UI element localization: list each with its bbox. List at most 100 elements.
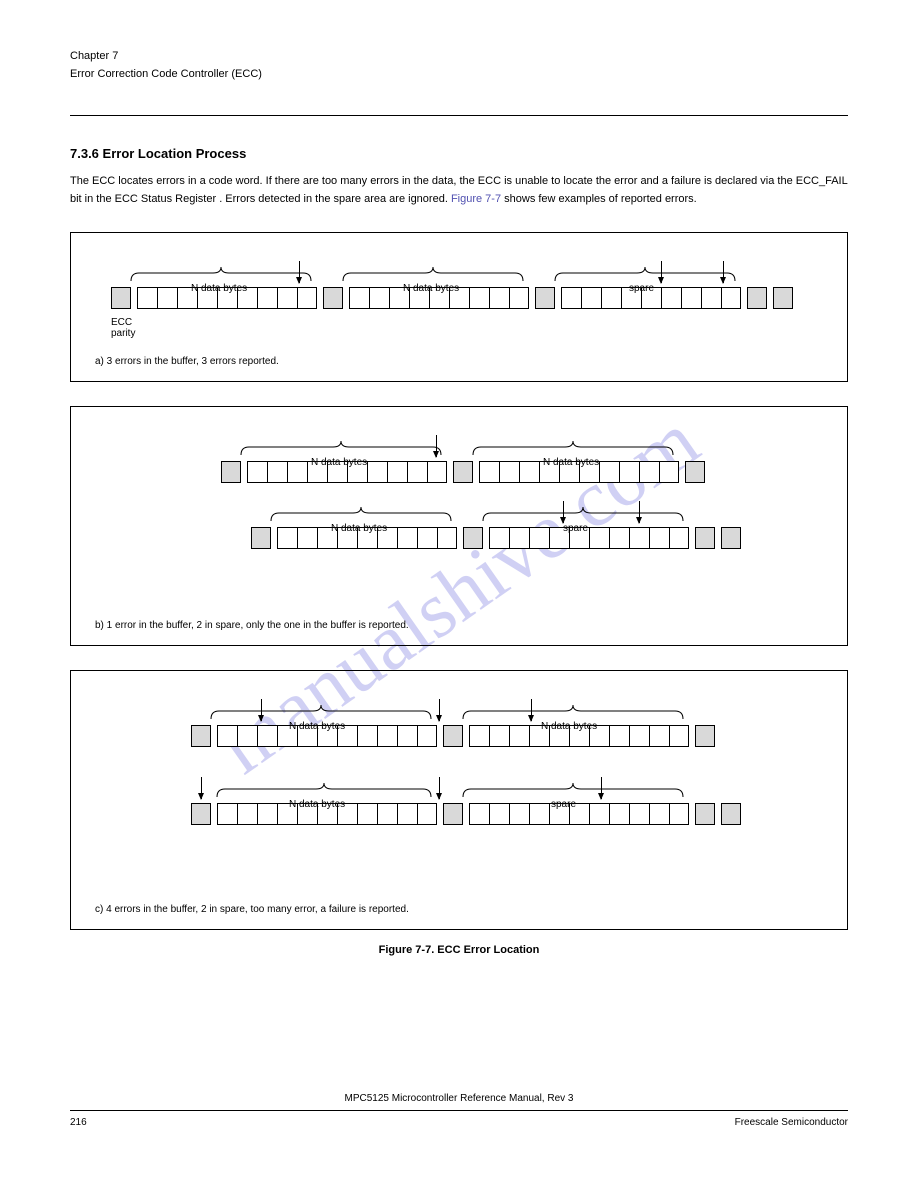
data-cell — [369, 287, 389, 309]
brace-label-b-4: spare — [563, 523, 588, 534]
data-cell — [357, 725, 377, 747]
ecc-cell — [191, 803, 211, 825]
data-cell — [639, 461, 659, 483]
data-cell — [669, 527, 689, 549]
data-cell — [619, 461, 639, 483]
byte-row-b1: N data bytes N data bytes — [221, 461, 827, 483]
ecc-fail-bit: ECC_FAIL — [796, 175, 848, 187]
figure-box-c: N data bytes N data bytes N data bytes — [70, 670, 848, 930]
byte-row-a: N data bytes N data bytes spare — [111, 287, 827, 309]
data-cell — [397, 725, 417, 747]
data-cell — [237, 803, 257, 825]
row-label-b: b) 1 error in the buffer, 2 in spare, on… — [95, 620, 409, 631]
data-cell — [581, 287, 601, 309]
brace-b-2 — [473, 437, 673, 457]
para-text-b: bit in the — [70, 193, 115, 205]
ecc-cell — [747, 287, 767, 309]
ecc-status-register: ECC Status Register — [115, 193, 216, 205]
data-cell — [529, 527, 549, 549]
data-cell — [367, 461, 387, 483]
para-text-d: shows few examples of reported errors. — [504, 193, 697, 205]
data-cell — [397, 803, 417, 825]
error-arrow-c-2 — [439, 699, 440, 721]
row-label-c: c) 4 errors in the buffer, 2 in spare, t… — [95, 904, 409, 915]
data-cell — [277, 527, 297, 549]
brace-c-3 — [217, 779, 431, 799]
byte-row-c2: N data bytes spare — [191, 803, 827, 825]
brace-b-4 — [483, 503, 683, 523]
data-cell — [437, 527, 457, 549]
data-cell — [257, 725, 277, 747]
footer-company: Freescale Semiconductor — [735, 1117, 848, 1128]
brace-a-3 — [555, 263, 735, 283]
brace-b-1 — [241, 437, 441, 457]
data-cell — [479, 461, 499, 483]
ecc-cell — [695, 527, 715, 549]
error-arrow-c-6 — [601, 777, 602, 799]
data-cell — [721, 287, 741, 309]
ecc-cell — [695, 803, 715, 825]
error-arrow-a-3 — [723, 261, 724, 283]
data-cell — [609, 803, 629, 825]
data-cell — [669, 725, 689, 747]
data-cell — [407, 461, 427, 483]
brace-a-2 — [343, 263, 523, 283]
error-arrow-c-4 — [201, 777, 202, 799]
data-cell — [489, 725, 509, 747]
data-cell — [397, 527, 417, 549]
footer-doc: MPC5125 Microcontroller Reference Manual… — [70, 1093, 848, 1104]
data-cell — [489, 527, 509, 549]
brace-label-c-4: spare — [551, 799, 576, 810]
byte-row-c1: N data bytes N data bytes — [191, 725, 827, 747]
header-row: Chapter 7 — [70, 50, 848, 62]
para-text-c: . Errors detected in the spare area are … — [219, 193, 451, 205]
footer: 216 MPC5125 Microcontroller Reference Ma… — [70, 1110, 848, 1128]
data-cell — [297, 287, 317, 309]
error-arrow-b-2 — [563, 501, 564, 523]
data-cell — [297, 527, 317, 549]
ecc-label-row-a: ECC parity — [111, 317, 827, 339]
error-arrow-b-1 — [436, 435, 437, 457]
data-cell — [561, 287, 581, 309]
data-cell — [659, 461, 679, 483]
brace-label-c-3: N data bytes — [289, 799, 345, 810]
ecc-cell — [721, 803, 741, 825]
figure-xref[interactable]: Figure 7-7 — [451, 193, 501, 205]
figure-box-a: N data bytes N data bytes spare — [70, 232, 848, 382]
data-cell — [387, 461, 407, 483]
header-title-row: Error Correction Code Controller (ECC) — [70, 68, 848, 80]
error-arrow-c-3 — [531, 699, 532, 721]
data-cell — [669, 803, 689, 825]
data-cell — [257, 803, 277, 825]
data-cell — [217, 725, 237, 747]
ecc-cell — [191, 725, 211, 747]
figure-caption: Figure 7-7. ECC Error Location — [70, 944, 848, 956]
page: Chapter 7 Error Correction Code Controll… — [0, 0, 918, 1016]
data-cell — [649, 527, 669, 549]
figure-box-b: N data bytes N data bytes N data bytes s… — [70, 406, 848, 646]
ecc-cell — [535, 287, 555, 309]
ecc-cell — [443, 803, 463, 825]
ecc-cell — [251, 527, 271, 549]
footer-page-number: 216 — [70, 1117, 87, 1128]
brace-b-3 — [271, 503, 451, 523]
error-arrow-b-3 — [639, 501, 640, 523]
brace-a-1 — [131, 263, 311, 283]
brace-c-1 — [211, 701, 431, 721]
ecc-cell — [721, 527, 741, 549]
data-cell — [417, 725, 437, 747]
ecc-cell — [221, 461, 241, 483]
data-cell — [509, 287, 529, 309]
data-cell — [489, 287, 509, 309]
data-cell — [599, 461, 619, 483]
data-cell — [417, 803, 437, 825]
data-cell — [237, 725, 257, 747]
data-cell — [609, 527, 629, 549]
para-text-a: The ECC locates errors in a code word. I… — [70, 175, 796, 187]
data-cell — [377, 725, 397, 747]
data-cell — [589, 527, 609, 549]
data-cell — [509, 803, 529, 825]
error-arrow-a-1 — [299, 261, 300, 283]
data-cell — [469, 725, 489, 747]
data-cell — [257, 287, 277, 309]
